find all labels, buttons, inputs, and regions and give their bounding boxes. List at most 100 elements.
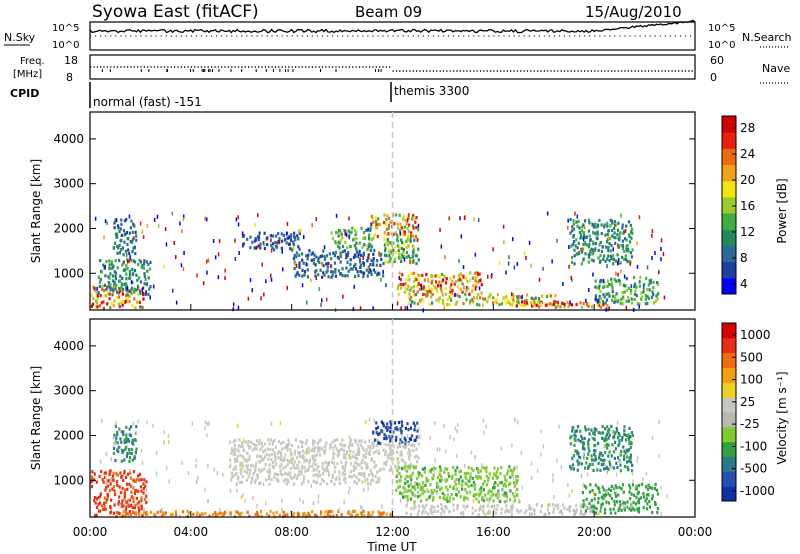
data-cell: [220, 511, 224, 515]
data-cell: [554, 300, 557, 304]
data-cell: [631, 433, 634, 437]
data-cell: [421, 511, 424, 515]
data-cell: [112, 446, 116, 450]
data-cell: [594, 492, 597, 497]
data-cell: [132, 222, 135, 226]
data-cell: [338, 448, 341, 452]
data-cell: [511, 303, 514, 307]
data-cell: [443, 423, 445, 428]
data-cell: [265, 512, 269, 516]
data-cell: [313, 440, 316, 444]
data-cell: [125, 231, 129, 235]
data-cell: [621, 295, 625, 299]
data-cell: [439, 227, 441, 232]
data-cell: [339, 229, 342, 233]
data-cell: [448, 496, 451, 500]
data-cell: [559, 305, 562, 309]
data-cell: [612, 466, 616, 470]
data-cell: [397, 485, 400, 490]
data-cell: [296, 234, 299, 238]
data-cell: [372, 451, 376, 455]
data-cell: [114, 271, 118, 275]
data-cell: [233, 447, 236, 451]
data-cell: [606, 224, 609, 228]
data-cell: [397, 226, 400, 230]
data-cell: [615, 472, 618, 477]
data-cell: [449, 277, 452, 281]
data-cell: [595, 457, 598, 461]
data-cell: [598, 218, 601, 223]
data-cell: [597, 248, 600, 252]
data-cell: [112, 264, 115, 268]
data-cell: [583, 219, 587, 223]
data-cell: [292, 256, 296, 260]
data-cell: [394, 250, 397, 254]
data-cell: [181, 510, 185, 514]
data-cell: [268, 475, 271, 479]
data-cell: [414, 235, 418, 239]
data-cell: [465, 482, 468, 486]
data-cell: [607, 430, 610, 434]
data-cell: [375, 449, 378, 453]
data-cell: [96, 305, 99, 309]
data-cell: [474, 252, 477, 257]
data-cell: [481, 508, 484, 513]
data-cell: [373, 465, 376, 469]
data-cell: [485, 466, 488, 470]
data-cell: [406, 226, 409, 231]
data-cell: [108, 263, 111, 267]
data-cell: [647, 493, 650, 497]
data-cell: [125, 218, 128, 222]
data-cell: [127, 259, 129, 264]
data-cell: [370, 272, 373, 277]
data-cell: [412, 285, 415, 289]
data-cell: [658, 270, 660, 275]
data-cell: [305, 450, 308, 455]
data-cell: [614, 440, 617, 444]
data-cell: [126, 289, 129, 293]
data-cell: [354, 262, 357, 266]
data-cell: [359, 504, 362, 509]
data-cell: [377, 432, 380, 437]
data-cell: [606, 238, 609, 242]
colorbar-swatch: [722, 456, 736, 472]
data-cell: [234, 510, 237, 514]
data-cell: [421, 492, 424, 496]
colorbar-swatch: [722, 337, 736, 354]
data-cell: [355, 250, 359, 254]
data-cell: [416, 290, 419, 294]
data-cell: [296, 463, 299, 467]
data-cell: [471, 297, 474, 301]
data-cell: [315, 453, 318, 457]
data-cell: [287, 462, 290, 466]
data-cell: [356, 449, 359, 453]
data-cell: [592, 223, 595, 227]
data-cell: [571, 243, 574, 247]
data-cell: [615, 494, 618, 498]
data-cell: [606, 446, 609, 450]
data-cell: [495, 470, 498, 474]
data-cell: [395, 213, 398, 217]
data-cell: [436, 475, 440, 479]
data-cell: [144, 292, 147, 296]
data-cell: [298, 261, 301, 265]
data-cell: [650, 295, 654, 299]
data-cell: [612, 247, 614, 252]
data-cell: [286, 285, 288, 290]
data-cell: [306, 263, 309, 267]
data-cell: [368, 445, 372, 449]
data-cell: [592, 468, 595, 473]
data-cell: [584, 509, 587, 513]
data-cell: [435, 287, 438, 291]
data-cell: [326, 265, 329, 269]
data-cell: [375, 431, 378, 435]
data-cell: [602, 488, 605, 492]
data-cell: [636, 241, 638, 246]
data-cell: [317, 273, 320, 277]
data-cell: [472, 296, 476, 300]
data-cell: [346, 260, 349, 264]
data-cell: [445, 277, 448, 281]
data-cell: [204, 511, 207, 515]
data-cell: [393, 259, 396, 263]
data-cell: [304, 441, 307, 445]
